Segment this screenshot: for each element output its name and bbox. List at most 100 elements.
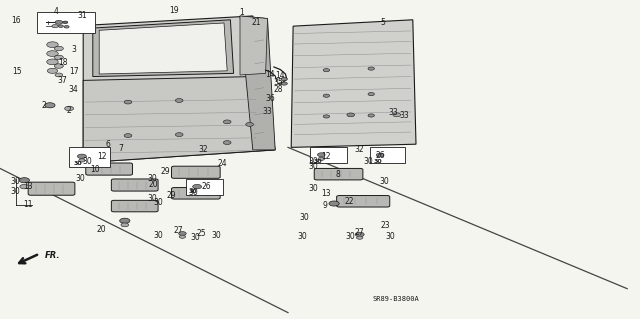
Text: 9: 9 bbox=[323, 201, 328, 210]
Circle shape bbox=[124, 100, 132, 104]
Text: 30: 30 bbox=[299, 213, 309, 222]
FancyBboxPatch shape bbox=[337, 196, 390, 207]
Text: 27: 27 bbox=[173, 226, 183, 235]
Text: 30: 30 bbox=[346, 232, 356, 241]
Circle shape bbox=[47, 59, 58, 65]
Text: 8: 8 bbox=[335, 170, 340, 179]
Text: 30: 30 bbox=[374, 159, 383, 164]
FancyBboxPatch shape bbox=[314, 168, 363, 180]
Circle shape bbox=[323, 69, 330, 72]
Text: 30: 30 bbox=[308, 162, 319, 171]
Circle shape bbox=[323, 115, 330, 118]
Text: 30: 30 bbox=[190, 233, 200, 242]
Circle shape bbox=[318, 157, 324, 160]
Circle shape bbox=[368, 67, 374, 70]
Text: 18: 18 bbox=[58, 58, 67, 67]
Text: 30: 30 bbox=[297, 232, 307, 241]
Text: 30: 30 bbox=[211, 231, 221, 240]
Text: 4: 4 bbox=[54, 7, 59, 16]
Text: 23: 23 bbox=[380, 221, 390, 230]
Bar bbox=[310, 147, 347, 163]
Circle shape bbox=[64, 26, 69, 28]
FancyBboxPatch shape bbox=[86, 163, 132, 175]
Circle shape bbox=[368, 93, 374, 96]
FancyBboxPatch shape bbox=[111, 200, 158, 212]
Text: 30: 30 bbox=[385, 232, 396, 241]
Text: 37: 37 bbox=[58, 76, 68, 85]
Text: 1: 1 bbox=[239, 8, 244, 17]
Text: 33: 33 bbox=[262, 107, 272, 116]
Text: 33: 33 bbox=[388, 108, 399, 117]
Circle shape bbox=[329, 201, 339, 206]
Text: 26: 26 bbox=[376, 151, 386, 160]
Text: 20: 20 bbox=[96, 225, 106, 234]
Text: 34: 34 bbox=[68, 85, 79, 94]
Text: 29: 29 bbox=[160, 167, 170, 176]
Text: 36: 36 bbox=[266, 94, 276, 103]
Polygon shape bbox=[291, 20, 416, 147]
FancyBboxPatch shape bbox=[28, 182, 75, 195]
Circle shape bbox=[54, 55, 63, 60]
Text: 30: 30 bbox=[313, 159, 322, 164]
FancyBboxPatch shape bbox=[172, 188, 220, 199]
Text: 20: 20 bbox=[148, 180, 159, 189]
Text: 30: 30 bbox=[154, 198, 164, 207]
Text: 24: 24 bbox=[218, 159, 228, 168]
Polygon shape bbox=[99, 23, 227, 74]
Text: 30: 30 bbox=[147, 194, 157, 203]
Text: 30: 30 bbox=[10, 187, 20, 196]
Bar bbox=[37, 12, 95, 33]
Text: 14: 14 bbox=[265, 70, 275, 79]
Circle shape bbox=[58, 25, 63, 27]
Text: 31: 31 bbox=[77, 11, 87, 20]
Text: 26: 26 bbox=[201, 182, 211, 191]
Bar bbox=[186, 179, 223, 195]
Circle shape bbox=[54, 46, 63, 51]
Text: 32: 32 bbox=[355, 145, 365, 154]
Text: 3: 3 bbox=[71, 45, 76, 54]
Text: 2: 2 bbox=[41, 101, 46, 110]
Circle shape bbox=[77, 154, 86, 159]
Text: FR.: FR. bbox=[45, 251, 60, 260]
Polygon shape bbox=[93, 20, 234, 77]
Circle shape bbox=[179, 235, 186, 238]
Text: 21: 21 bbox=[252, 19, 260, 27]
Text: 17: 17 bbox=[68, 67, 79, 76]
Circle shape bbox=[55, 73, 63, 77]
Circle shape bbox=[317, 153, 325, 157]
Circle shape bbox=[223, 120, 231, 124]
Text: 22: 22 bbox=[344, 197, 353, 206]
Text: 11: 11 bbox=[24, 200, 33, 209]
Circle shape bbox=[45, 103, 55, 108]
Text: 30: 30 bbox=[76, 174, 86, 182]
Text: 5: 5 bbox=[380, 18, 385, 27]
Circle shape bbox=[393, 113, 401, 117]
Text: 30: 30 bbox=[308, 184, 319, 193]
Text: 30: 30 bbox=[308, 157, 319, 166]
Circle shape bbox=[246, 122, 253, 126]
Polygon shape bbox=[240, 16, 268, 75]
Circle shape bbox=[368, 114, 374, 117]
Bar bbox=[69, 147, 110, 167]
Text: 27: 27 bbox=[355, 228, 365, 237]
Text: 15: 15 bbox=[12, 67, 22, 76]
Circle shape bbox=[323, 94, 330, 97]
Bar bbox=[370, 147, 405, 163]
Circle shape bbox=[281, 82, 287, 85]
Text: 6: 6 bbox=[105, 140, 110, 149]
Text: 13: 13 bbox=[321, 189, 332, 198]
Circle shape bbox=[223, 141, 231, 145]
Text: 16: 16 bbox=[11, 16, 21, 25]
Circle shape bbox=[376, 153, 384, 157]
Text: 30: 30 bbox=[188, 188, 198, 197]
FancyBboxPatch shape bbox=[111, 179, 158, 191]
Text: 33: 33 bbox=[399, 111, 410, 120]
Text: 12: 12 bbox=[322, 152, 331, 161]
Text: 30: 30 bbox=[74, 161, 83, 166]
Text: 14: 14 bbox=[275, 71, 285, 80]
Circle shape bbox=[47, 51, 58, 56]
Circle shape bbox=[175, 99, 183, 102]
Text: 35: 35 bbox=[273, 78, 284, 87]
Text: 25: 25 bbox=[196, 229, 207, 238]
Text: 28: 28 bbox=[274, 85, 283, 94]
